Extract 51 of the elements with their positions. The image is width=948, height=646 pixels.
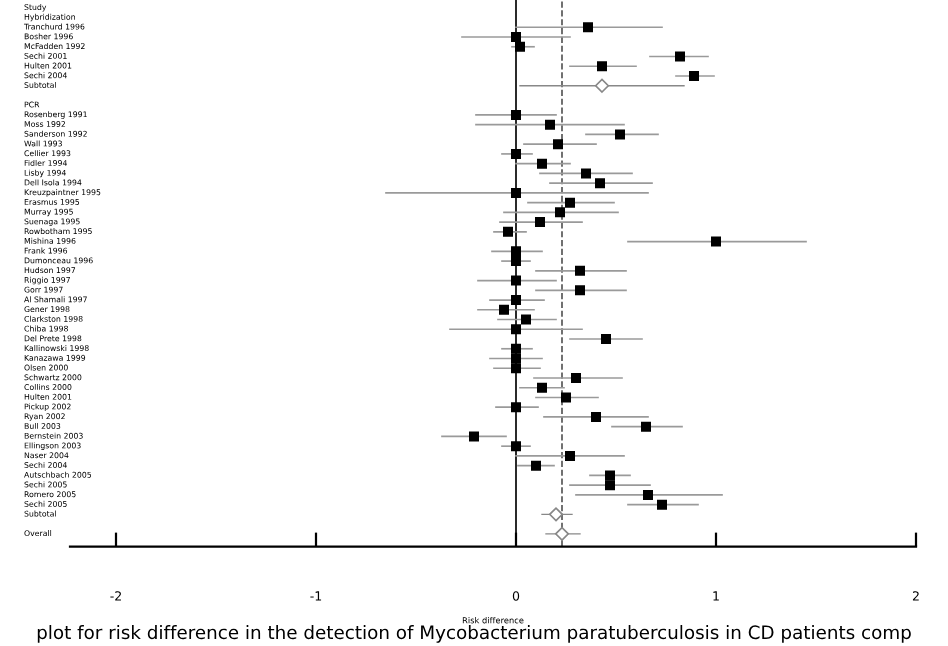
point	[689, 70, 699, 81]
point	[511, 363, 521, 374]
point	[554, 526, 570, 541]
point	[511, 402, 521, 413]
point	[605, 480, 615, 491]
point	[565, 450, 575, 461]
point	[531, 460, 541, 471]
point	[565, 197, 575, 208]
point	[511, 275, 521, 286]
point	[605, 470, 615, 481]
point	[511, 295, 521, 306]
point	[553, 139, 563, 150]
point	[537, 382, 547, 393]
point	[511, 343, 521, 354]
point	[521, 314, 531, 325]
point	[511, 32, 521, 43]
point	[511, 109, 521, 120]
point	[594, 78, 610, 93]
point	[571, 372, 581, 383]
point	[643, 489, 653, 500]
point	[561, 392, 571, 403]
point	[591, 411, 601, 422]
point	[511, 148, 521, 159]
point	[575, 285, 585, 296]
point	[537, 158, 547, 169]
point	[675, 51, 685, 62]
point	[545, 119, 555, 130]
point	[511, 256, 521, 267]
point	[511, 324, 521, 335]
point	[469, 431, 479, 442]
point	[641, 421, 651, 432]
point	[511, 246, 521, 257]
point	[601, 334, 611, 345]
point	[548, 507, 564, 522]
point	[595, 178, 605, 189]
point	[511, 353, 521, 364]
point	[657, 499, 667, 510]
point	[711, 236, 721, 247]
point	[581, 168, 591, 179]
point	[511, 441, 521, 452]
point	[515, 41, 525, 52]
point	[503, 226, 513, 237]
point	[583, 22, 593, 33]
point	[615, 129, 625, 140]
point	[555, 207, 565, 218]
point	[511, 187, 521, 198]
text: plot for risk difference in the detection of Mycobacterium paratuberculosis in CD patients comp	[37, 625, 911, 643]
point	[535, 217, 545, 228]
point	[575, 265, 585, 276]
point	[499, 304, 509, 315]
point	[597, 61, 607, 72]
